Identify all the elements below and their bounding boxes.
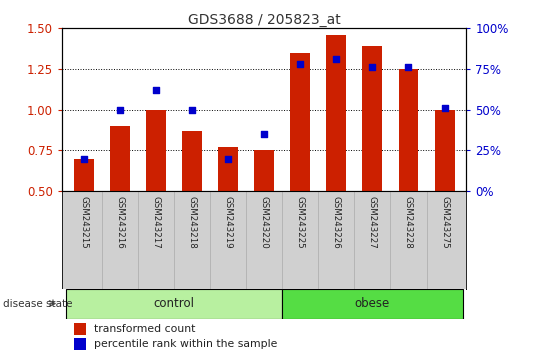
Point [296, 61, 305, 67]
Bar [146, 110, 166, 191]
Text: GSM243218: GSM243218 [188, 196, 196, 249]
Point [115, 107, 124, 113]
Text: GSM243226: GSM243226 [332, 196, 341, 249]
Text: percentile rank within the sample: percentile rank within the sample [94, 339, 278, 349]
Bar [282, 289, 462, 319]
Text: GSM243227: GSM243227 [368, 196, 377, 249]
Bar [66, 289, 282, 319]
Bar [434, 110, 454, 191]
Bar [182, 131, 202, 191]
Point [224, 156, 232, 161]
Point [404, 64, 413, 70]
Text: GSM243228: GSM243228 [404, 196, 413, 249]
Point [79, 156, 88, 161]
Text: transformed count: transformed count [94, 324, 196, 334]
Title: GDS3688 / 205823_at: GDS3688 / 205823_at [188, 13, 341, 27]
Text: GSM243220: GSM243220 [260, 196, 268, 249]
Bar [74, 322, 86, 335]
Bar [254, 150, 274, 191]
Point [332, 56, 341, 62]
Bar [74, 159, 94, 191]
Bar [218, 147, 238, 191]
Point [151, 87, 160, 93]
Bar [110, 126, 130, 191]
Text: GSM243216: GSM243216 [115, 196, 124, 249]
Text: control: control [154, 297, 195, 310]
Point [368, 64, 377, 70]
Bar [398, 69, 418, 191]
Text: obese: obese [355, 297, 390, 310]
Text: GSM243215: GSM243215 [79, 196, 88, 249]
Point [440, 105, 449, 111]
Bar [291, 53, 310, 191]
Bar [74, 338, 86, 350]
Text: GSM243225: GSM243225 [296, 196, 305, 249]
Text: GSM243275: GSM243275 [440, 196, 449, 249]
Text: GSM243217: GSM243217 [151, 196, 160, 249]
Point [260, 131, 268, 137]
Point [188, 107, 196, 113]
Bar [362, 46, 382, 191]
Text: disease state: disease state [3, 299, 72, 309]
Bar [327, 35, 346, 191]
Text: GSM243219: GSM243219 [224, 196, 232, 249]
